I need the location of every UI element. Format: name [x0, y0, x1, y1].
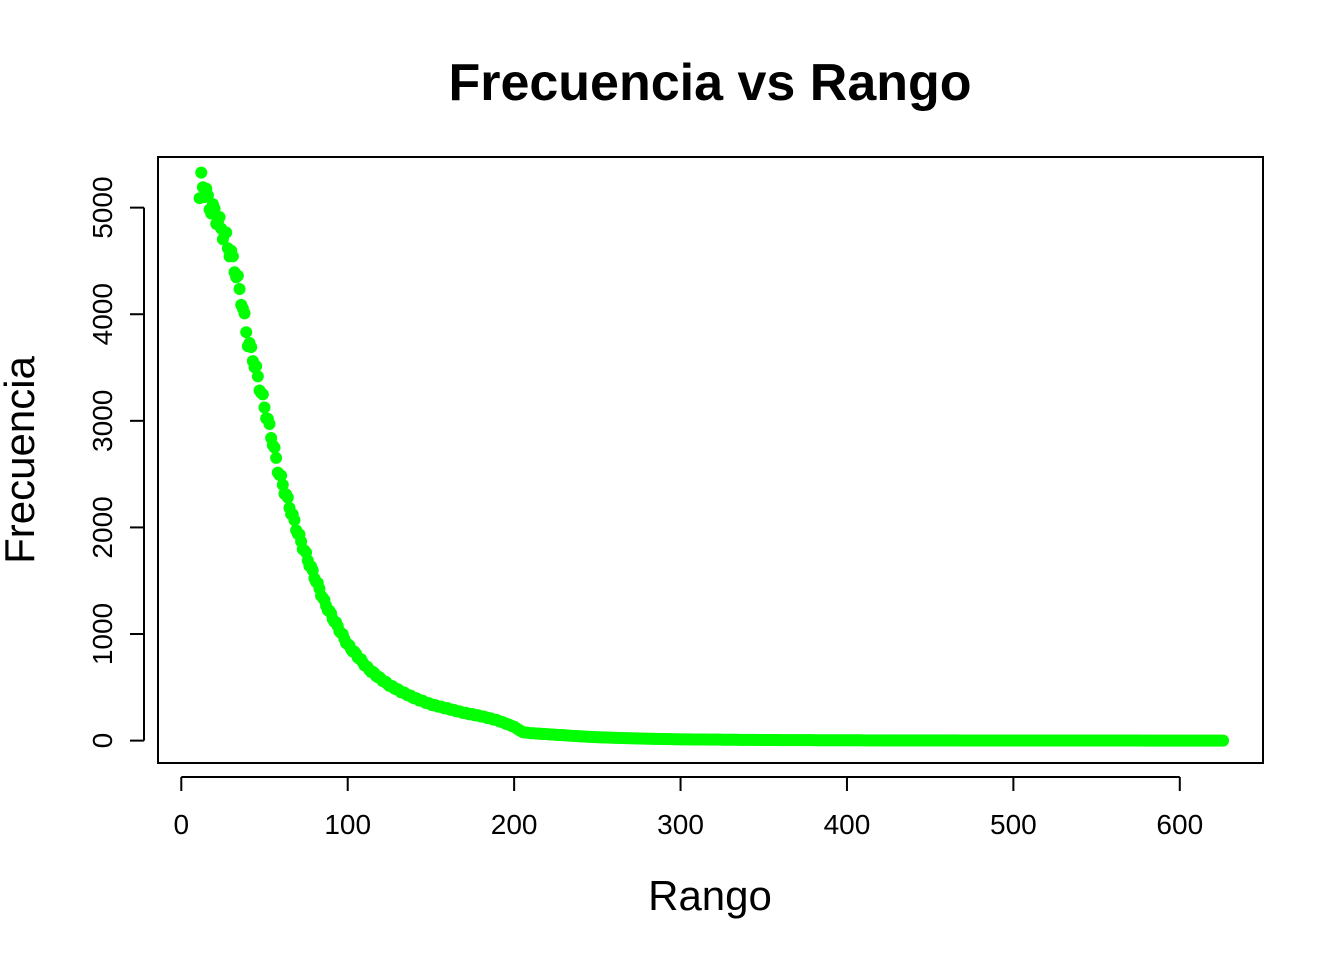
data-point — [275, 469, 288, 482]
y-tick-label: 0 — [87, 733, 118, 749]
data-point — [268, 441, 281, 454]
data-point — [250, 360, 263, 373]
plot-frame — [157, 156, 1264, 764]
data-point — [288, 514, 301, 527]
y-axis: 0 1000 2000 3000 4000 5000 — [87, 176, 145, 749]
x-tick-label: 300 — [657, 809, 704, 840]
y-tick-label: 2000 — [87, 496, 118, 558]
chart-title: Frecuencia vs Rango — [448, 54, 971, 112]
data-point — [270, 451, 283, 464]
data-point — [233, 282, 246, 295]
y-tick-label: 3000 — [87, 390, 118, 452]
data-point — [238, 307, 251, 320]
data-point — [1217, 734, 1230, 747]
data-point — [245, 341, 258, 354]
data-point — [276, 478, 289, 491]
data-point — [256, 388, 269, 401]
data-point — [201, 189, 214, 202]
y-tick-label: 1000 — [87, 603, 118, 665]
y-tick-label: 4000 — [87, 283, 118, 345]
x-tick-label: 500 — [990, 809, 1037, 840]
data-point — [281, 491, 294, 504]
x-axis-label: Rango — [648, 872, 772, 919]
y-axis-label: Frecuencia — [0, 355, 43, 563]
data-point — [213, 211, 226, 224]
data-point — [251, 370, 264, 383]
x-tick-label: 400 — [824, 809, 871, 840]
data-points — [193, 166, 1230, 747]
data-point — [231, 269, 244, 282]
data-point — [240, 326, 253, 339]
x-tick-label: 0 — [174, 809, 190, 840]
data-point — [263, 417, 276, 430]
data-point — [226, 250, 239, 263]
data-point — [220, 226, 233, 239]
x-axis: 0 100 200 300 400 500 600 — [174, 776, 1203, 840]
x-tick-label: 600 — [1156, 809, 1203, 840]
data-point — [195, 166, 208, 179]
data-point — [258, 401, 271, 414]
y-tick-label: 5000 — [87, 176, 118, 238]
x-tick-label: 100 — [324, 809, 371, 840]
x-tick-label: 200 — [491, 809, 538, 840]
